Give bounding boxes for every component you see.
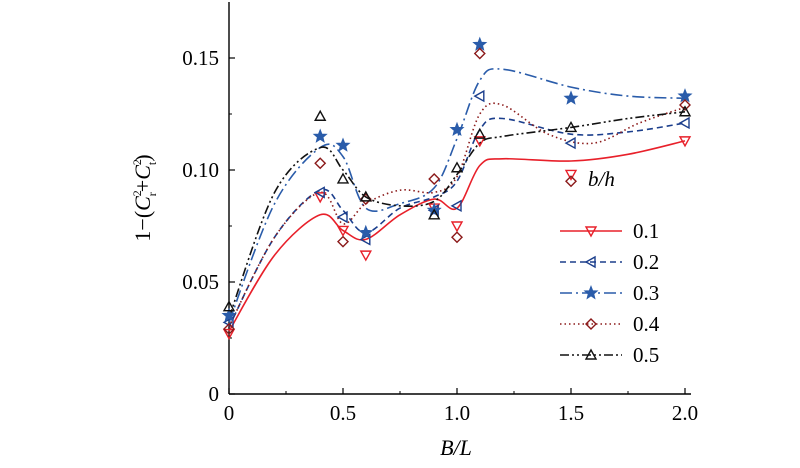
x-tick-label: 0.5 <box>330 401 356 425</box>
data-point-0.3 <box>312 128 328 143</box>
series-line-0.4 <box>228 102 686 328</box>
data-point-0.1 <box>222 328 236 340</box>
data-point-0.3 <box>677 88 693 103</box>
data-point-0.1 <box>314 192 327 204</box>
data-point-0.4 <box>428 172 441 185</box>
data-point-0.5 <box>678 105 692 117</box>
data-point-0.3 <box>335 137 351 152</box>
legend: b/h 0.1 0.2 0.3 0.4 0.5 <box>560 167 660 367</box>
axes: 0 0.5 1.0 1.5 2.0 0 0.05 0.10 0.15 <box>182 2 698 425</box>
legend-label-0.1: 0.1 <box>633 219 659 243</box>
data-point-0.3 <box>563 90 579 105</box>
data-point-0.2 <box>336 210 348 224</box>
y-label-sub1: r <box>145 192 159 196</box>
x-tick-label: 0 <box>224 401 235 425</box>
x-tick-label: 1.5 <box>558 401 584 425</box>
data-point-0.4 <box>565 175 577 188</box>
data-point-0.4 <box>473 47 486 60</box>
data-point-0.5 <box>428 208 441 220</box>
series-curves <box>228 68 686 332</box>
data-point-0.2 <box>678 116 690 130</box>
svg-text:1−(C2r+C2t): 1−(C2r+C2t) <box>130 154 159 241</box>
y-tick-label: 0.10 <box>182 158 219 182</box>
legend-marker-0.1 <box>584 226 598 238</box>
series-line-0.1 <box>228 140 686 332</box>
y-label-sup2: 2 <box>130 159 144 165</box>
y-tick-label: 0.05 <box>182 270 219 294</box>
data-point-0.3 <box>449 121 465 137</box>
legend-label-0.3: 0.3 <box>633 281 659 305</box>
series-line-0.3 <box>228 68 686 323</box>
data-point-0.2 <box>359 233 371 246</box>
data-point-0.2 <box>450 199 462 213</box>
data-point-0.1 <box>564 169 578 181</box>
y-label-c1: C <box>130 196 155 211</box>
data-point-0.1 <box>336 225 350 237</box>
x-tick-label: 2.0 <box>672 401 698 425</box>
y-label-plus: + <box>130 180 155 192</box>
data-point-0.1 <box>450 221 464 233</box>
data-point-0.4 <box>337 235 349 248</box>
data-point-0.3 <box>472 36 488 51</box>
data-point-0.3 <box>358 224 374 240</box>
y-axis-label: 1−(C2r+C2t) <box>130 154 159 241</box>
data-point-0.4 <box>314 157 327 170</box>
legend-marker-0.3 <box>583 285 599 300</box>
data-point-0.4 <box>679 99 691 112</box>
legend-marker-0.2 <box>584 255 596 269</box>
y-label-c2: C <box>130 165 155 180</box>
x-axis-label: B/L <box>440 435 472 460</box>
data-point-0.5 <box>450 161 464 173</box>
data-point-0.5 <box>222 300 236 312</box>
legend-marker-0.4 <box>585 318 597 330</box>
legend-marker-0.5 <box>584 348 598 360</box>
series-markers <box>221 36 693 340</box>
data-point-0.2 <box>564 136 576 150</box>
y-label-sub2: t <box>145 161 159 165</box>
data-point-0.5 <box>336 172 350 184</box>
data-point-0.5 <box>314 109 327 121</box>
y-label-sup1: 2 <box>130 190 144 196</box>
legend-label-0.4: 0.4 <box>633 312 660 336</box>
data-point-0.4 <box>451 231 463 244</box>
x-tick-label: 1.0 <box>444 401 470 425</box>
data-point-0.5 <box>564 120 578 133</box>
y-label-prefix: 1−( <box>130 211 155 242</box>
data-point-0.1 <box>359 250 372 262</box>
data-point-0.1 <box>678 136 692 148</box>
data-point-0.1 <box>473 136 486 148</box>
data-point-0.5 <box>359 190 372 202</box>
data-point-0.2 <box>473 89 485 103</box>
legend-label-0.5: 0.5 <box>633 343 659 367</box>
legend-label-0.2: 0.2 <box>633 250 659 274</box>
legend-title: b/h <box>588 167 615 191</box>
data-point-0.3 <box>221 307 237 323</box>
y-label-suffix: ) <box>130 154 155 161</box>
series-line-0.5 <box>228 111 686 319</box>
series-line-0.2 <box>228 117 686 328</box>
data-point-0.5 <box>473 127 486 139</box>
y-tick-label: 0.15 <box>182 46 219 70</box>
y-tick-label: 0 <box>209 382 220 406</box>
data-point-0.4 <box>223 323 235 336</box>
data-point-0.2 <box>313 186 325 199</box>
